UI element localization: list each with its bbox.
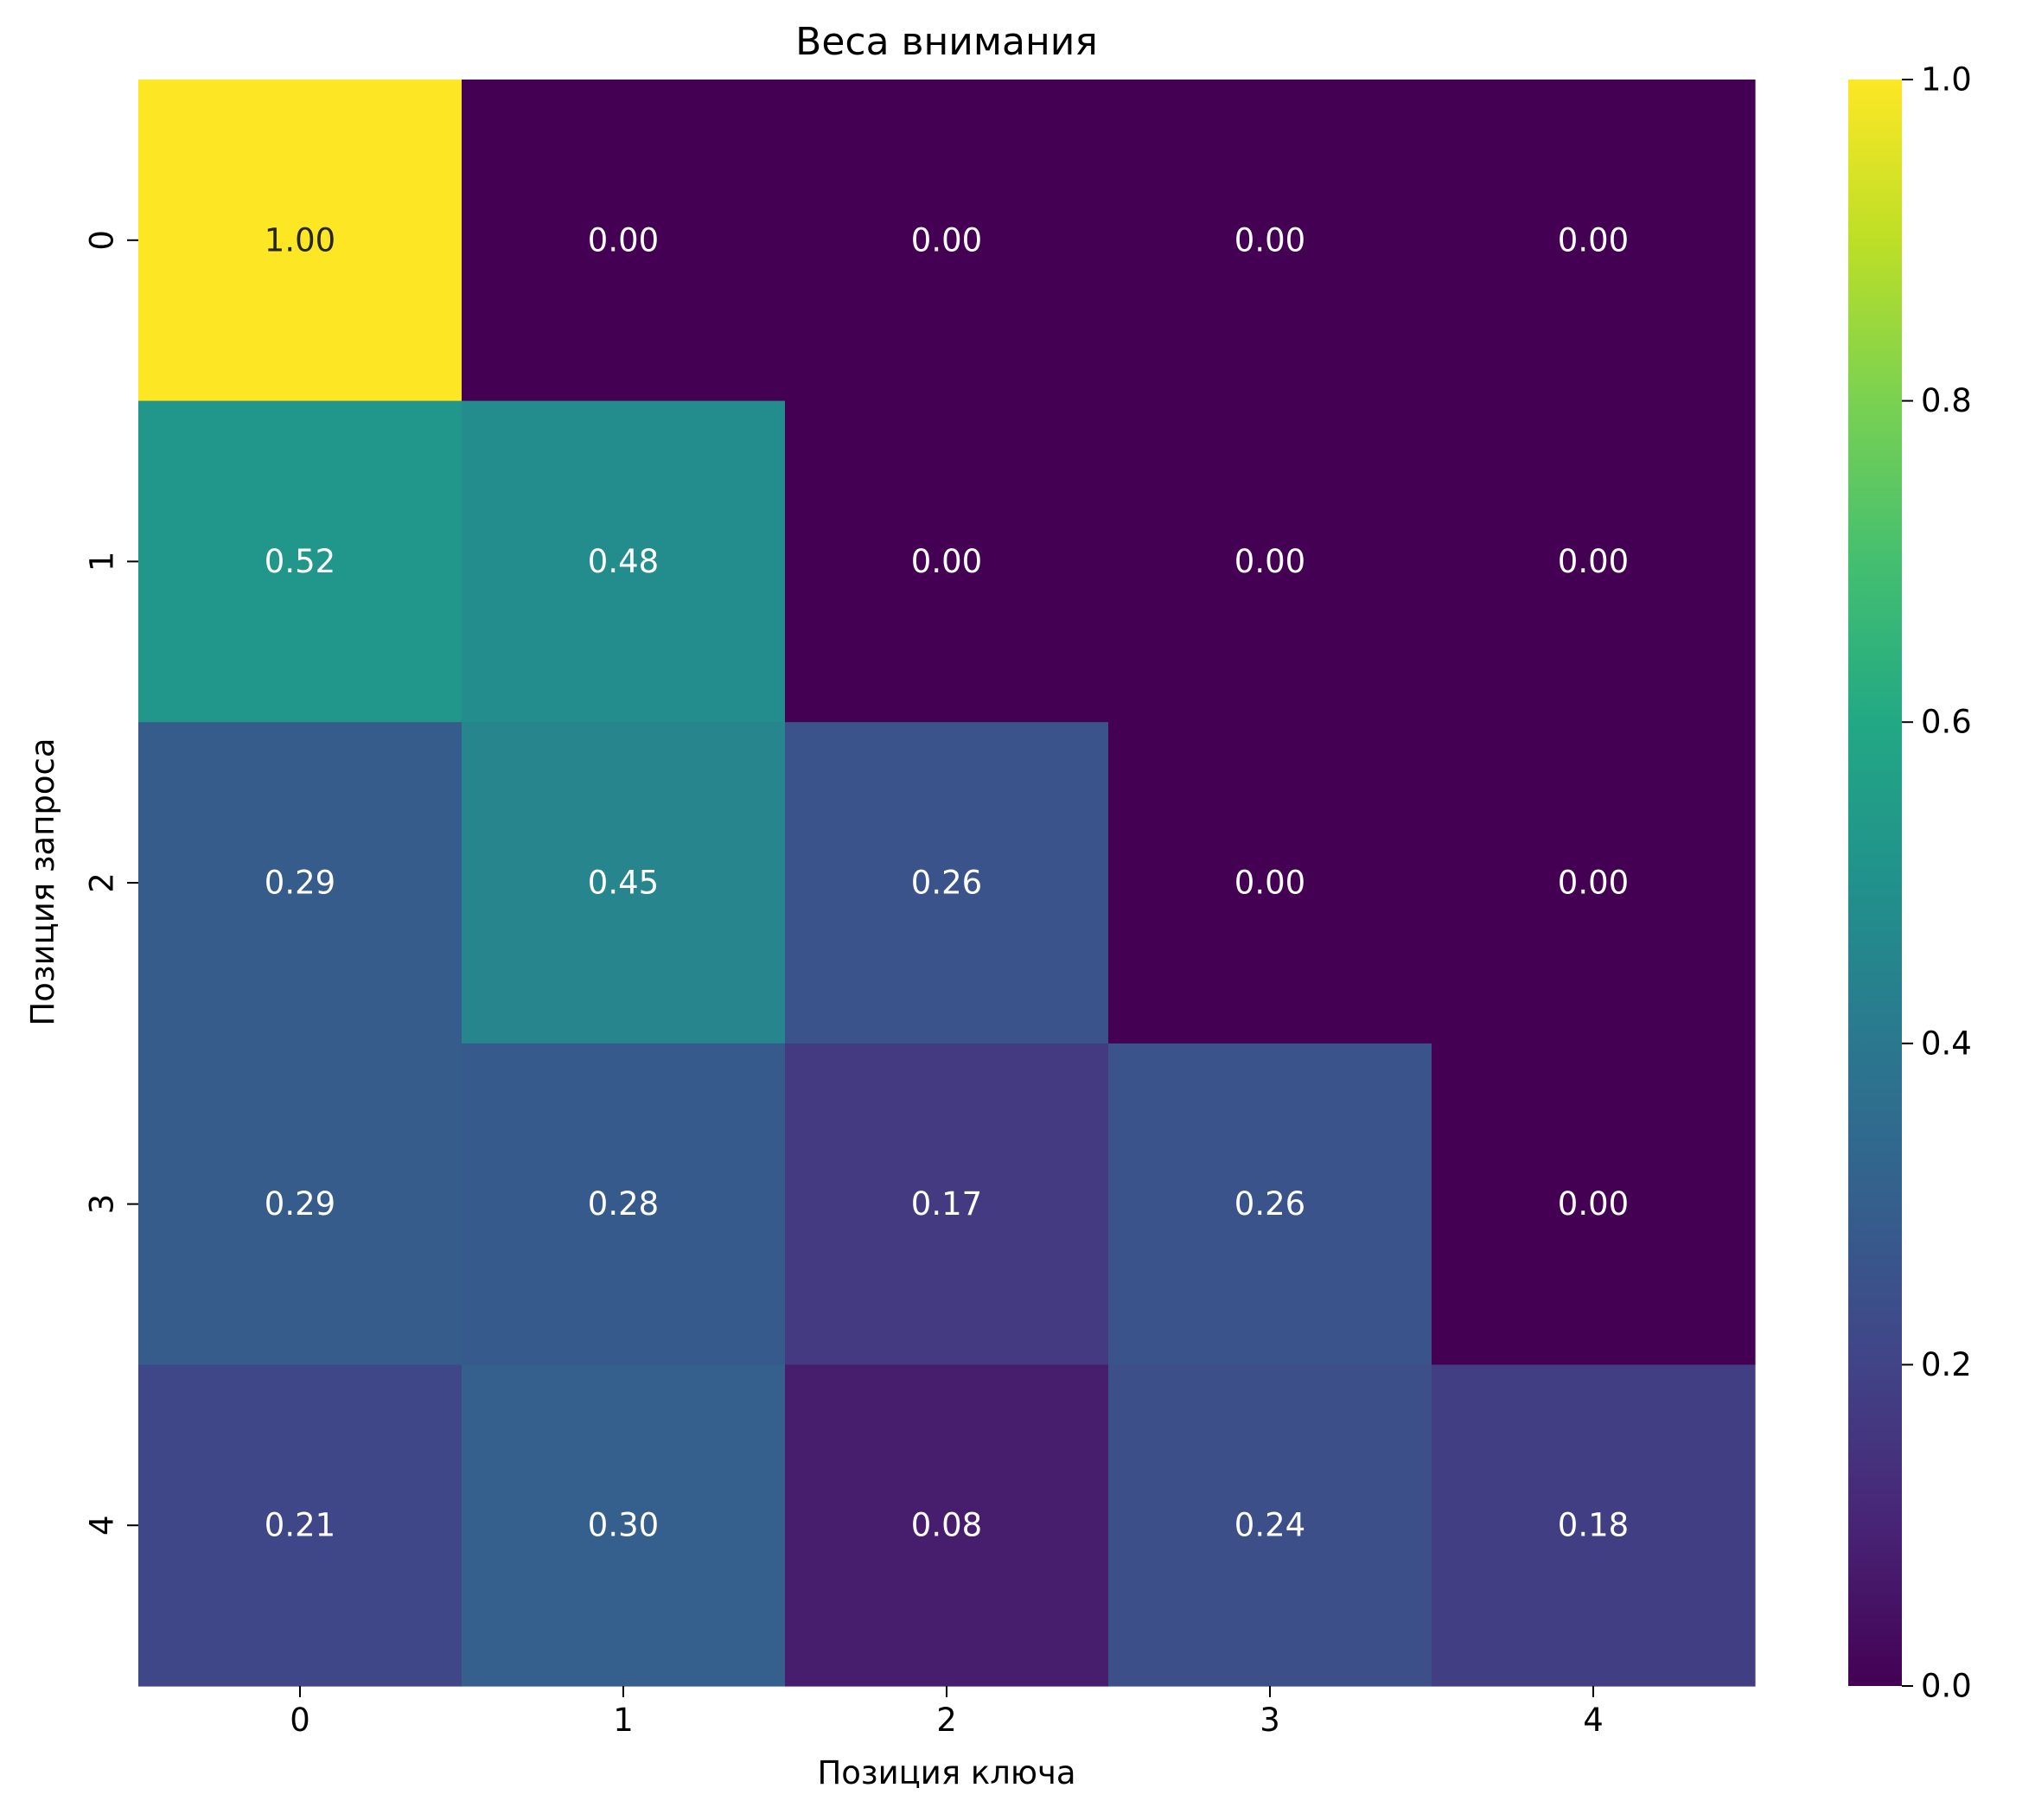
colorbar-tick-label-2: 0.4 bbox=[1921, 1025, 1972, 1062]
heatmap-cell-3-3 bbox=[1108, 1043, 1432, 1365]
heatmap-cell-2-2 bbox=[785, 722, 1109, 1044]
cell-value-label-0-1: 0.00 bbox=[588, 221, 659, 259]
colorbar-tick-label-3: 0.6 bbox=[1921, 704, 1972, 741]
cell-value-label-1-1: 0.48 bbox=[588, 543, 659, 580]
colorbar-tick-label-1: 0.2 bbox=[1921, 1346, 1972, 1383]
heatmap-cell-4-4 bbox=[1432, 1364, 1756, 1687]
cell-value-label-2-2: 0.26 bbox=[911, 865, 982, 902]
heatmap-cell-3-4 bbox=[1432, 1043, 1756, 1365]
heatmap-cell-labels: 1.00 0.00 0.00 0.00 0.00 0.52 0.48 0.00 0.00 0.00… bbox=[265, 221, 1629, 1543]
cell-value-label-3-3: 0.26 bbox=[1234, 1185, 1305, 1223]
heatmap-cell-1-1 bbox=[462, 400, 786, 723]
y-tick-label-0: 0 bbox=[84, 230, 121, 251]
cell-value-label-1-3: 0.00 bbox=[1234, 543, 1305, 580]
x-axis-label: Позиция ключа bbox=[817, 1754, 1075, 1791]
cell-value-label-2-0: 0.29 bbox=[265, 865, 335, 902]
y-axis-label: Позиция запроса bbox=[24, 738, 61, 1025]
x-tick-label-4: 4 bbox=[1583, 1702, 1604, 1739]
y-tick-label-3: 3 bbox=[84, 1194, 121, 1215]
cell-value-label-3-4: 0.00 bbox=[1558, 1185, 1629, 1223]
cell-value-label-4-4: 0.18 bbox=[1558, 1507, 1629, 1544]
cell-value-label-4-1: 0.30 bbox=[588, 1507, 659, 1544]
chart-title: Веса внимания bbox=[795, 20, 1098, 64]
cell-value-label-0-0: 1.00 bbox=[265, 221, 335, 259]
cell-value-label-2-4: 0.00 bbox=[1558, 865, 1629, 902]
cell-value-label-4-2: 0.08 bbox=[911, 1507, 982, 1544]
cell-value-label-3-1: 0.28 bbox=[588, 1185, 659, 1223]
colorbar bbox=[1848, 80, 1902, 1686]
cell-value-label-0-3: 0.00 bbox=[1234, 221, 1305, 259]
colorbar-ticks: 0.0 0.2 0.4 0.6 0.8 1.0 bbox=[1902, 61, 1972, 1705]
x-tick-label-2: 2 bbox=[936, 1702, 957, 1739]
cell-value-label-1-4: 0.00 bbox=[1558, 543, 1629, 580]
y-tick-label-4: 4 bbox=[84, 1515, 121, 1536]
heatmap-cell-0-4 bbox=[1432, 80, 1756, 402]
x-tick-label-0: 0 bbox=[290, 1702, 310, 1739]
cell-value-label-4-0: 0.21 bbox=[265, 1507, 335, 1544]
cell-value-label-3-2: 0.17 bbox=[911, 1185, 982, 1223]
cell-value-label-3-0: 0.29 bbox=[265, 1185, 335, 1223]
heatmap-cell-1-3 bbox=[1108, 400, 1432, 723]
y-tick-label-1: 1 bbox=[84, 552, 121, 572]
cell-value-label-4-3: 0.24 bbox=[1234, 1507, 1305, 1544]
y-axis-ticks: 0 1 2 3 4 bbox=[84, 230, 138, 1536]
heatmap-cell-3-0 bbox=[138, 1043, 462, 1365]
heatmap-cell-2-3 bbox=[1108, 722, 1432, 1044]
heatmap-cell-1-2 bbox=[785, 400, 1109, 723]
heatmap-cell-1-0 bbox=[138, 400, 462, 723]
heatmap-cell-4-0 bbox=[138, 1364, 462, 1687]
heatmap-cell-4-1 bbox=[462, 1364, 786, 1687]
heatmap-cell-0-3 bbox=[1108, 80, 1432, 402]
heatmap-cell-4-2 bbox=[785, 1364, 1109, 1687]
cell-value-label-1-0: 0.52 bbox=[265, 543, 335, 580]
cell-value-label-2-1: 0.45 bbox=[588, 865, 659, 902]
heatmap-cell-0-0 bbox=[138, 80, 462, 402]
heatmap-cell-4-3 bbox=[1108, 1364, 1432, 1687]
heatmap-cell-1-4 bbox=[1432, 400, 1756, 723]
heatmap-cell-2-0 bbox=[138, 722, 462, 1044]
cell-value-label-0-2: 0.00 bbox=[911, 221, 982, 259]
x-axis-ticks: 0 1 2 3 4 bbox=[290, 1686, 1604, 1739]
colorbar-tick-label-0: 0.0 bbox=[1921, 1668, 1972, 1705]
cell-value-label-1-2: 0.00 bbox=[911, 543, 982, 580]
x-tick-label-3: 3 bbox=[1260, 1702, 1280, 1739]
cell-value-label-2-3: 0.00 bbox=[1234, 865, 1305, 902]
heatmap-cell-3-1 bbox=[462, 1043, 786, 1365]
heatmap-cell-2-4 bbox=[1432, 722, 1756, 1044]
heatmap-cells bbox=[138, 80, 1756, 1687]
colorbar-tick-label-5: 1.0 bbox=[1921, 61, 1972, 99]
heatmap-cell-0-1 bbox=[462, 80, 786, 402]
colorbar-tick-label-4: 0.8 bbox=[1921, 382, 1972, 419]
y-tick-label-2: 2 bbox=[84, 872, 121, 893]
heatmap-cell-0-2 bbox=[785, 80, 1109, 402]
heatmap-cell-2-1 bbox=[462, 722, 786, 1044]
heatmap-cell-3-2 bbox=[785, 1043, 1109, 1365]
x-tick-label-1: 1 bbox=[613, 1702, 634, 1739]
cell-value-label-0-4: 0.00 bbox=[1558, 221, 1629, 259]
